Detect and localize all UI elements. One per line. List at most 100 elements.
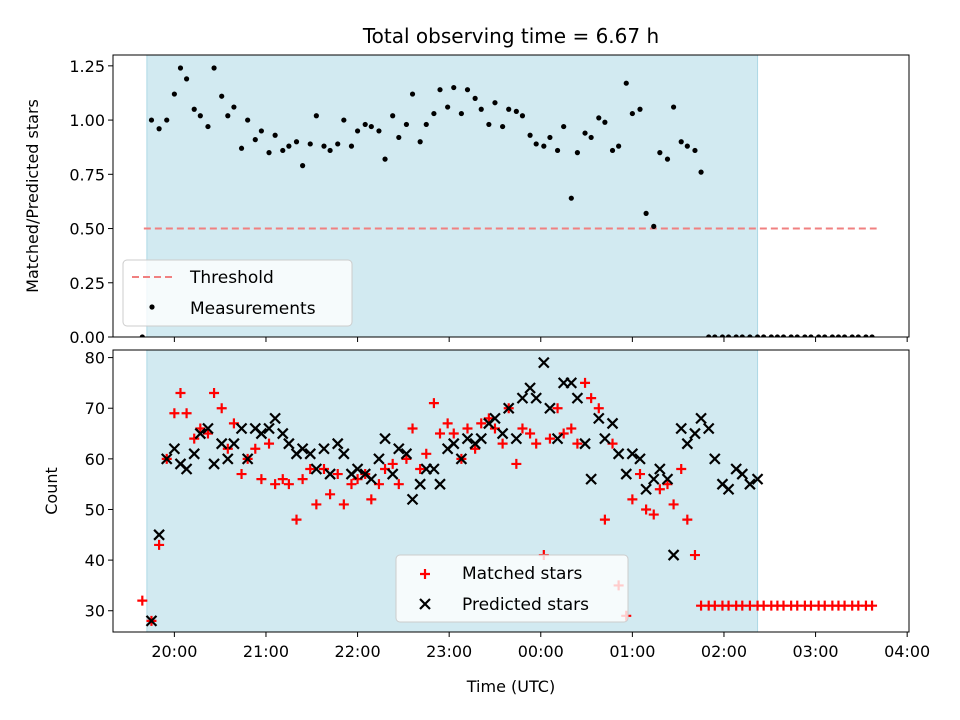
matched-star-point (448, 428, 459, 439)
predicted-star-point (283, 437, 295, 450)
predicted-star-point (215, 437, 228, 450)
matched-star-point (470, 443, 481, 454)
predicted-star-point (318, 442, 330, 455)
matched-star-point (421, 448, 432, 459)
matched-star-point (462, 423, 473, 434)
measurement-point (706, 334, 712, 337)
measurement-point (574, 150, 581, 156)
predicted-star-point (475, 432, 488, 445)
matched-star-point (668, 499, 679, 510)
measurement-point (313, 113, 319, 119)
matched-star-point (407, 423, 418, 434)
predicted-star-point (736, 468, 749, 480)
matched-star-point (311, 499, 322, 510)
predicted-star-point (571, 392, 584, 404)
ratio-panel: 0.00 0.25 0.50 0.75 1.00 1.25 Matched/Predicte… (23, 54, 910, 347)
measurement-point (258, 128, 264, 134)
matched-star-point (189, 433, 200, 444)
predicted-star-point (709, 453, 721, 465)
matched-star-point (318, 463, 329, 474)
predicted-star-point (551, 432, 564, 445)
matched-star-point (332, 469, 343, 480)
matched-star-point (338, 499, 349, 510)
measurement-point (554, 147, 561, 154)
measurement-point (211, 65, 217, 71)
matched-star-point (662, 479, 673, 490)
measurement-point (657, 150, 663, 156)
measurement-point (280, 147, 286, 154)
predicted-star-point (153, 529, 165, 541)
matched-star-point (428, 398, 439, 409)
measurement-point (183, 76, 190, 82)
predicted-star-point (255, 427, 268, 440)
measurement-point (431, 110, 437, 117)
measurement-point (417, 139, 423, 145)
matched-star-point (580, 377, 591, 388)
measurement-point (164, 117, 170, 123)
predicted-star-point (455, 453, 468, 465)
measurement-point (513, 108, 519, 114)
matched-star-point (175, 388, 186, 399)
measurement-point (205, 123, 211, 130)
measurement-point (519, 113, 526, 119)
matched-star-point (195, 423, 206, 434)
measurement-point (698, 169, 704, 175)
measurement-point (788, 334, 794, 337)
matched-star-point (476, 418, 487, 429)
measurement-point (541, 143, 547, 149)
matched-star-point (325, 489, 336, 500)
predicted-star-point (751, 473, 764, 485)
measurement-point (437, 87, 443, 93)
matched-star-point (442, 418, 453, 429)
predicted-star-point (310, 463, 323, 475)
measurement-point (637, 106, 643, 112)
measurement-point (568, 195, 574, 201)
measurement-point (816, 334, 822, 337)
predicted-star-point (565, 377, 578, 389)
measurement-point (794, 334, 800, 337)
matched-star-point (599, 514, 610, 525)
measurement-point (561, 123, 567, 130)
matched-star-point (264, 438, 275, 449)
predicted-star-point (675, 422, 687, 435)
measurement-point (527, 132, 533, 138)
legend-matched-swatch (420, 569, 430, 579)
predicted-star-point (324, 468, 336, 480)
matched-star-point (222, 443, 233, 454)
measurement-point (802, 334, 808, 337)
predicted-star-point (365, 473, 378, 485)
measurement-point (156, 126, 162, 132)
measurement-point (835, 334, 842, 337)
matched-star-point (572, 438, 583, 449)
measurement-point (829, 334, 835, 337)
matched-star-point (250, 443, 261, 454)
predicted-star-point (241, 453, 254, 465)
measurement-point (335, 141, 341, 147)
x-tick-label: 04:00 (884, 642, 930, 661)
matched-star-point (181, 408, 192, 419)
measurement-point (768, 334, 774, 337)
predicted-star-point (496, 427, 509, 440)
measurement-point (863, 334, 869, 337)
predicted-star-point (612, 448, 625, 460)
measurement-point (307, 141, 313, 147)
measurement-point (582, 130, 588, 136)
measurement-point (670, 104, 677, 110)
measurement-point (191, 106, 197, 112)
measurement-point (712, 334, 718, 337)
measurement-point (822, 334, 828, 337)
measurement-point (231, 104, 237, 110)
measurement-point (368, 123, 374, 130)
predicted-star-point (160, 453, 173, 465)
y-axis-label: Count (42, 467, 61, 515)
measurement-point (506, 106, 512, 112)
legend-box (395, 554, 629, 623)
y-tick-label: 0.25 (69, 274, 105, 293)
measurement-point (719, 334, 726, 337)
matched-star-point (593, 403, 604, 414)
predicted-star-point (331, 437, 344, 450)
measurement-point (171, 91, 177, 97)
measurement-point (390, 113, 396, 119)
measurement-point (747, 334, 753, 337)
predicted-star-point (208, 458, 220, 470)
